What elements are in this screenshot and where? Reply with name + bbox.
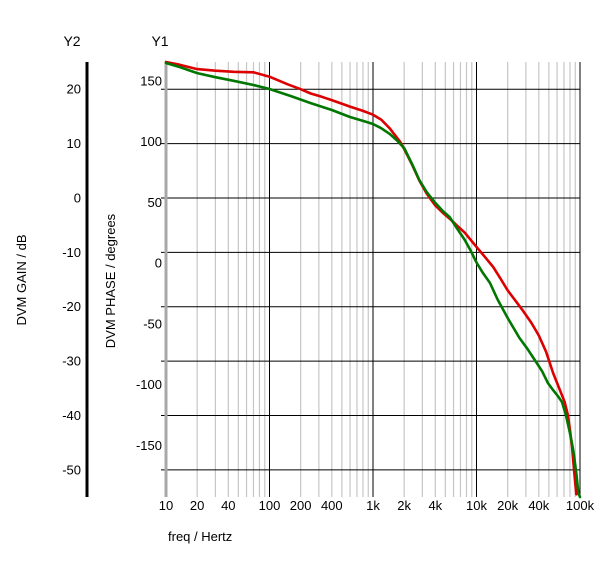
y2-tick-label: -30 <box>62 354 81 369</box>
phase-curve <box>164 61 582 499</box>
y1-axis-name: Y1 <box>151 33 168 49</box>
y1-tick-label: 100 <box>140 134 162 149</box>
y2-axis-name: Y2 <box>63 33 80 49</box>
x-tick-label: 1k <box>366 498 380 513</box>
curves <box>164 60 582 499</box>
axis-lines <box>85 62 168 497</box>
y1-tick-label: 50 <box>148 195 162 210</box>
y2-tick-label: 10 <box>67 136 81 151</box>
x-tick-label: 100k <box>566 498 595 513</box>
y1-tick-label: -100 <box>136 377 162 392</box>
x-tick-label: 10k <box>466 498 487 513</box>
x-tick-label: 400 <box>321 498 343 513</box>
gain-curve <box>164 60 578 496</box>
y1-tick-label: -150 <box>136 438 162 453</box>
x-tick-label: 4k <box>428 498 442 513</box>
x-tick-label: 10 <box>159 498 173 513</box>
y1-tick-label: 0 <box>155 256 162 271</box>
x-tick-label: 40 <box>221 498 235 513</box>
y2-tick-label: -40 <box>62 408 81 423</box>
x-tick-label: 200 <box>290 498 312 513</box>
x-tick-label: 100 <box>259 498 281 513</box>
x-tick-label: 20 <box>190 498 204 513</box>
y2-tick-label: 20 <box>67 82 81 97</box>
tick-labels: 20100-10-20-30-40-50150100500-50-100-150… <box>62 73 594 513</box>
y2-tick-label: -20 <box>62 299 81 314</box>
y1-tick-label: 150 <box>140 73 162 88</box>
x-tick-label: 2k <box>397 498 411 513</box>
y2-tick-label: 0 <box>74 190 81 205</box>
y2-tick-label: -50 <box>62 462 81 477</box>
y1-axis-title: DVM PHASE / degrees <box>103 213 118 348</box>
x-tick-label: 20k <box>497 498 518 513</box>
y1-tick-label: -50 <box>143 316 162 331</box>
x-axis-title: freq / Hertz <box>168 529 232 544</box>
y2-tick-label: -10 <box>62 245 81 260</box>
y2-axis-title: DVM GAIN / dB <box>14 234 29 325</box>
x-tick-label: 40k <box>528 498 549 513</box>
major-gridlines <box>161 62 581 497</box>
minor-gridlines <box>196 62 576 497</box>
